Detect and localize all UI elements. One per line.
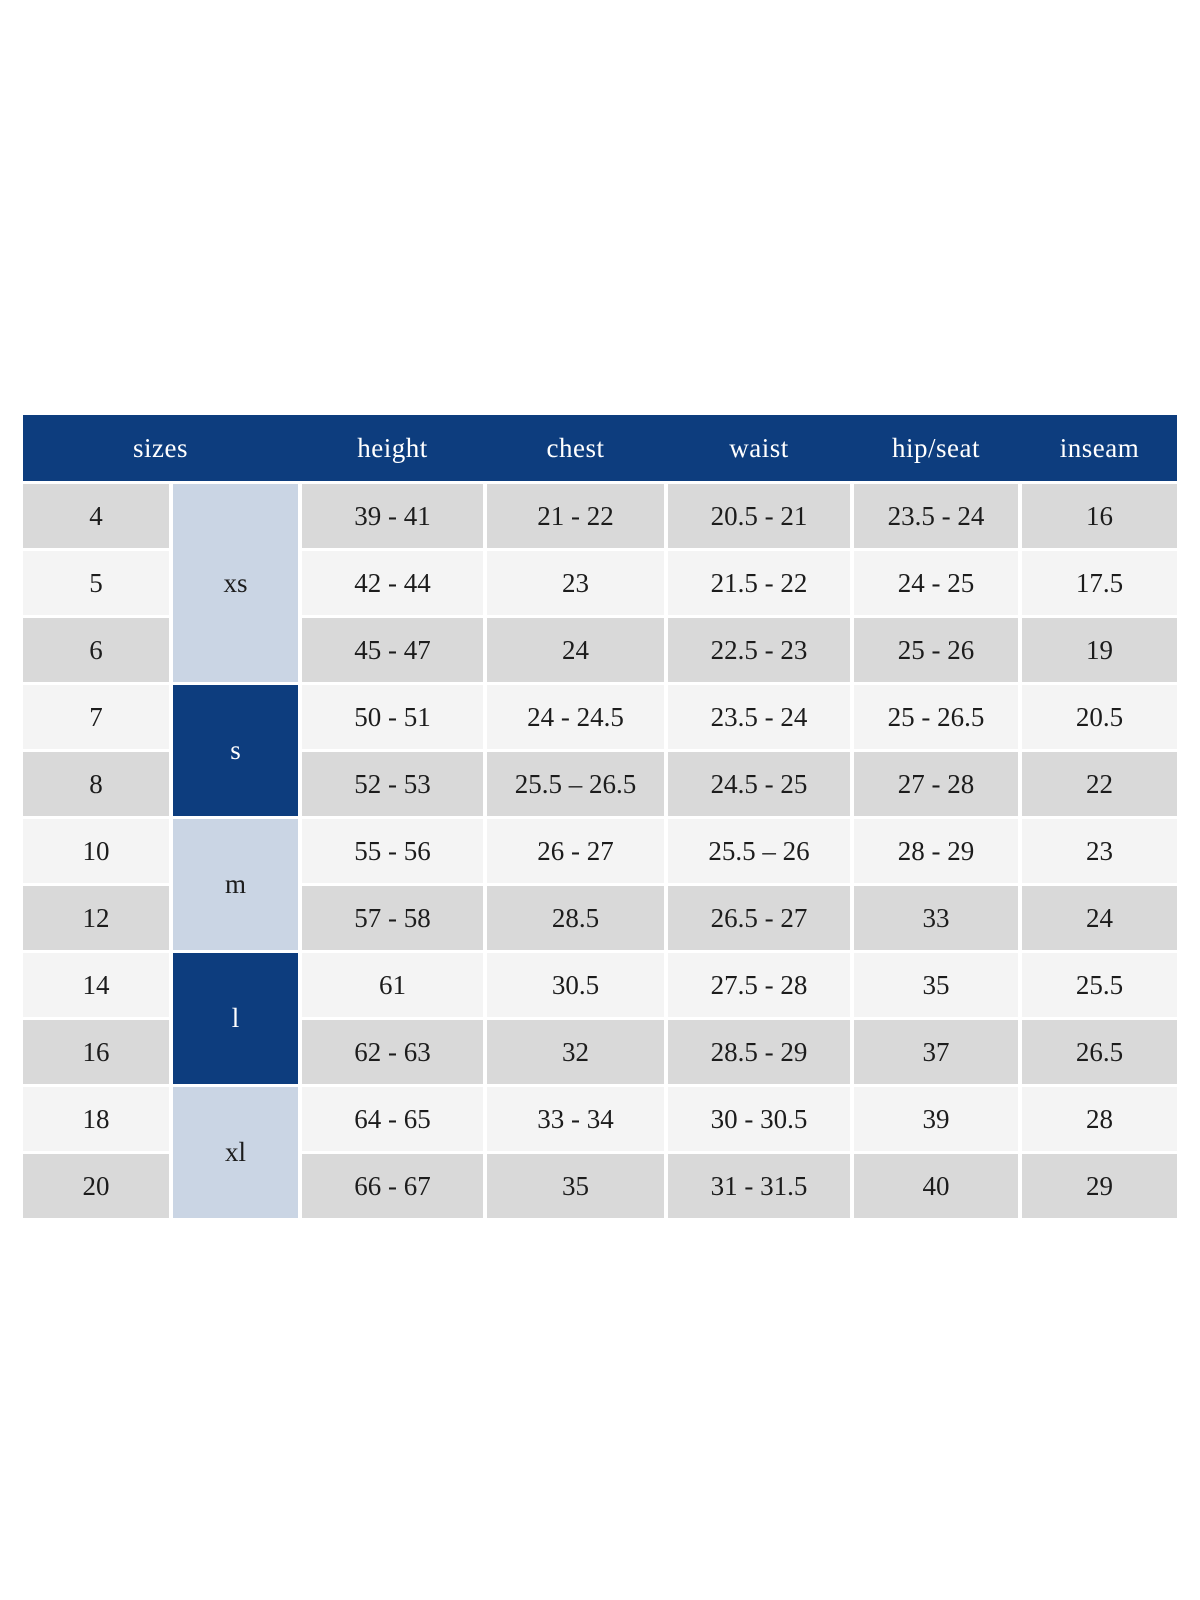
header-cell-hip-seat: hip/seat xyxy=(892,432,980,463)
size-group-cell-s: s xyxy=(173,685,298,816)
height-cell: 52 - 53 xyxy=(302,752,483,816)
inseam-cell: 22 xyxy=(1022,752,1177,816)
height-cell: 50 - 51 xyxy=(302,685,483,749)
chest-cell: 35 xyxy=(487,1154,664,1218)
waist-cell: 26.5 - 27 xyxy=(668,886,850,950)
hip-seat-cell: 37 xyxy=(854,1020,1018,1084)
header-cell-chest: chest xyxy=(546,432,605,463)
inseam-cell: 17.5 xyxy=(1022,551,1177,615)
inseam-cell: 26.5 xyxy=(1022,1020,1177,1084)
header-cell-sizes: sizes xyxy=(133,432,188,463)
size-group-cell-l: l xyxy=(173,953,298,1084)
hip-seat-cell: 24 - 25 xyxy=(854,551,1018,615)
inseam-cell: 25.5 xyxy=(1022,953,1177,1017)
chest-cell: 33 - 34 xyxy=(487,1087,664,1151)
size-group-cell-xs: xs xyxy=(173,484,298,682)
hip-seat-cell: 25 - 26.5 xyxy=(854,685,1018,749)
chest-cell: 32 xyxy=(487,1020,664,1084)
size-group-cell-xl: xl xyxy=(173,1087,298,1218)
waist-cell: 23.5 - 24 xyxy=(668,685,850,749)
waist-cell: 22.5 - 23 xyxy=(668,618,850,682)
size-table-header-row: sizes height chest waist hip/seat inseam xyxy=(23,415,1177,481)
waist-cell: 28.5 - 29 xyxy=(668,1020,850,1084)
size-cell: 16 xyxy=(23,1020,169,1084)
waist-cell: 30 - 30.5 xyxy=(668,1087,850,1151)
size-cell: 7 xyxy=(23,685,169,749)
inseam-cell: 20.5 xyxy=(1022,685,1177,749)
waist-cell: 20.5 - 21 xyxy=(668,484,850,548)
height-cell: 42 - 44 xyxy=(302,551,483,615)
size-group-cell-m: m xyxy=(173,819,298,950)
size-cell: 18 xyxy=(23,1087,169,1151)
chest-cell: 24 xyxy=(487,618,664,682)
header-cell-inseam: inseam xyxy=(1059,432,1140,463)
hip-seat-cell: 35 xyxy=(854,953,1018,1017)
hip-seat-cell: 33 xyxy=(854,886,1018,950)
height-cell: 45 - 47 xyxy=(302,618,483,682)
chest-cell: 25.5 – 26.5 xyxy=(487,752,664,816)
waist-cell: 31 - 31.5 xyxy=(668,1154,850,1218)
inseam-cell: 23 xyxy=(1022,819,1177,883)
size-chart-table: sizes height chest waist hip/seat inseam… xyxy=(23,415,1177,1218)
size-cell: 5 xyxy=(23,551,169,615)
size-cell: 8 xyxy=(23,752,169,816)
chest-cell: 30.5 xyxy=(487,953,664,1017)
inseam-cell: 16 xyxy=(1022,484,1177,548)
waist-cell: 25.5 – 26 xyxy=(668,819,850,883)
size-cell: 4 xyxy=(23,484,169,548)
waist-cell: 27.5 - 28 xyxy=(668,953,850,1017)
chest-cell: 24 - 24.5 xyxy=(487,685,664,749)
height-cell: 61 xyxy=(302,953,483,1017)
size-cell: 14 xyxy=(23,953,169,1017)
size-cell: 20 xyxy=(23,1154,169,1218)
hip-seat-cell: 25 - 26 xyxy=(854,618,1018,682)
hip-seat-cell: 27 - 28 xyxy=(854,752,1018,816)
height-cell: 62 - 63 xyxy=(302,1020,483,1084)
header-cell-waist: waist xyxy=(729,432,789,463)
inseam-cell: 28 xyxy=(1022,1087,1177,1151)
height-cell: 57 - 58 xyxy=(302,886,483,950)
size-cell: 12 xyxy=(23,886,169,950)
chest-cell: 23 xyxy=(487,551,664,615)
chest-cell: 28.5 xyxy=(487,886,664,950)
height-cell: 55 - 56 xyxy=(302,819,483,883)
hip-seat-cell: 40 xyxy=(854,1154,1018,1218)
hip-seat-cell: 23.5 - 24 xyxy=(854,484,1018,548)
size-table-body: 4 39 - 41 21 - 22 20.5 - 21 23.5 - 24 16 5 42 -… xyxy=(23,484,1177,1218)
waist-cell: 24.5 - 25 xyxy=(668,752,850,816)
hip-seat-cell: 28 - 29 xyxy=(854,819,1018,883)
hip-seat-cell: 39 xyxy=(854,1087,1018,1151)
waist-cell: 21.5 - 22 xyxy=(668,551,850,615)
height-cell: 64 - 65 xyxy=(302,1087,483,1151)
inseam-cell: 29 xyxy=(1022,1154,1177,1218)
chest-cell: 26 - 27 xyxy=(487,819,664,883)
size-cell: 6 xyxy=(23,618,169,682)
height-cell: 66 - 67 xyxy=(302,1154,483,1218)
height-cell: 39 - 41 xyxy=(302,484,483,548)
inseam-cell: 19 xyxy=(1022,618,1177,682)
chest-cell: 21 - 22 xyxy=(487,484,664,548)
header-cell-height: height xyxy=(357,432,428,463)
size-cell: 10 xyxy=(23,819,169,883)
inseam-cell: 24 xyxy=(1022,886,1177,950)
